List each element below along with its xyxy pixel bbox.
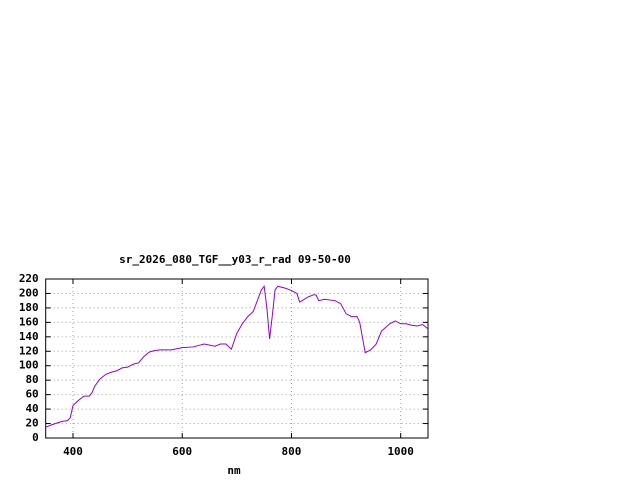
y-tick-label: 120 xyxy=(19,344,39,357)
y-tick-label: 40 xyxy=(25,402,38,415)
y-tick-label: 100 xyxy=(19,359,39,372)
x-tick-label: 1000 xyxy=(387,445,414,458)
x-tick-label: 600 xyxy=(172,445,192,458)
data-line xyxy=(45,284,429,428)
y-tick-label: 220 xyxy=(19,272,39,285)
y-tick-label: 60 xyxy=(25,388,38,401)
y-tick-label: 80 xyxy=(25,373,38,386)
x-tick-label: 400 xyxy=(63,445,83,458)
x-tick-label: 800 xyxy=(282,445,302,458)
y-tick-label: 140 xyxy=(19,330,39,343)
y-tick-label: 160 xyxy=(19,315,39,328)
y-tick-label: 20 xyxy=(25,417,38,430)
y-tick-label: 0 xyxy=(32,431,39,444)
y-tick-label: 180 xyxy=(19,301,39,314)
plot-border xyxy=(45,278,429,439)
x-axis-label: nm xyxy=(227,464,241,477)
y-tick-label: 200 xyxy=(19,286,39,299)
chart-title: sr_2026_080_TGF__y03_r_rad 09-50-00 xyxy=(119,253,351,266)
